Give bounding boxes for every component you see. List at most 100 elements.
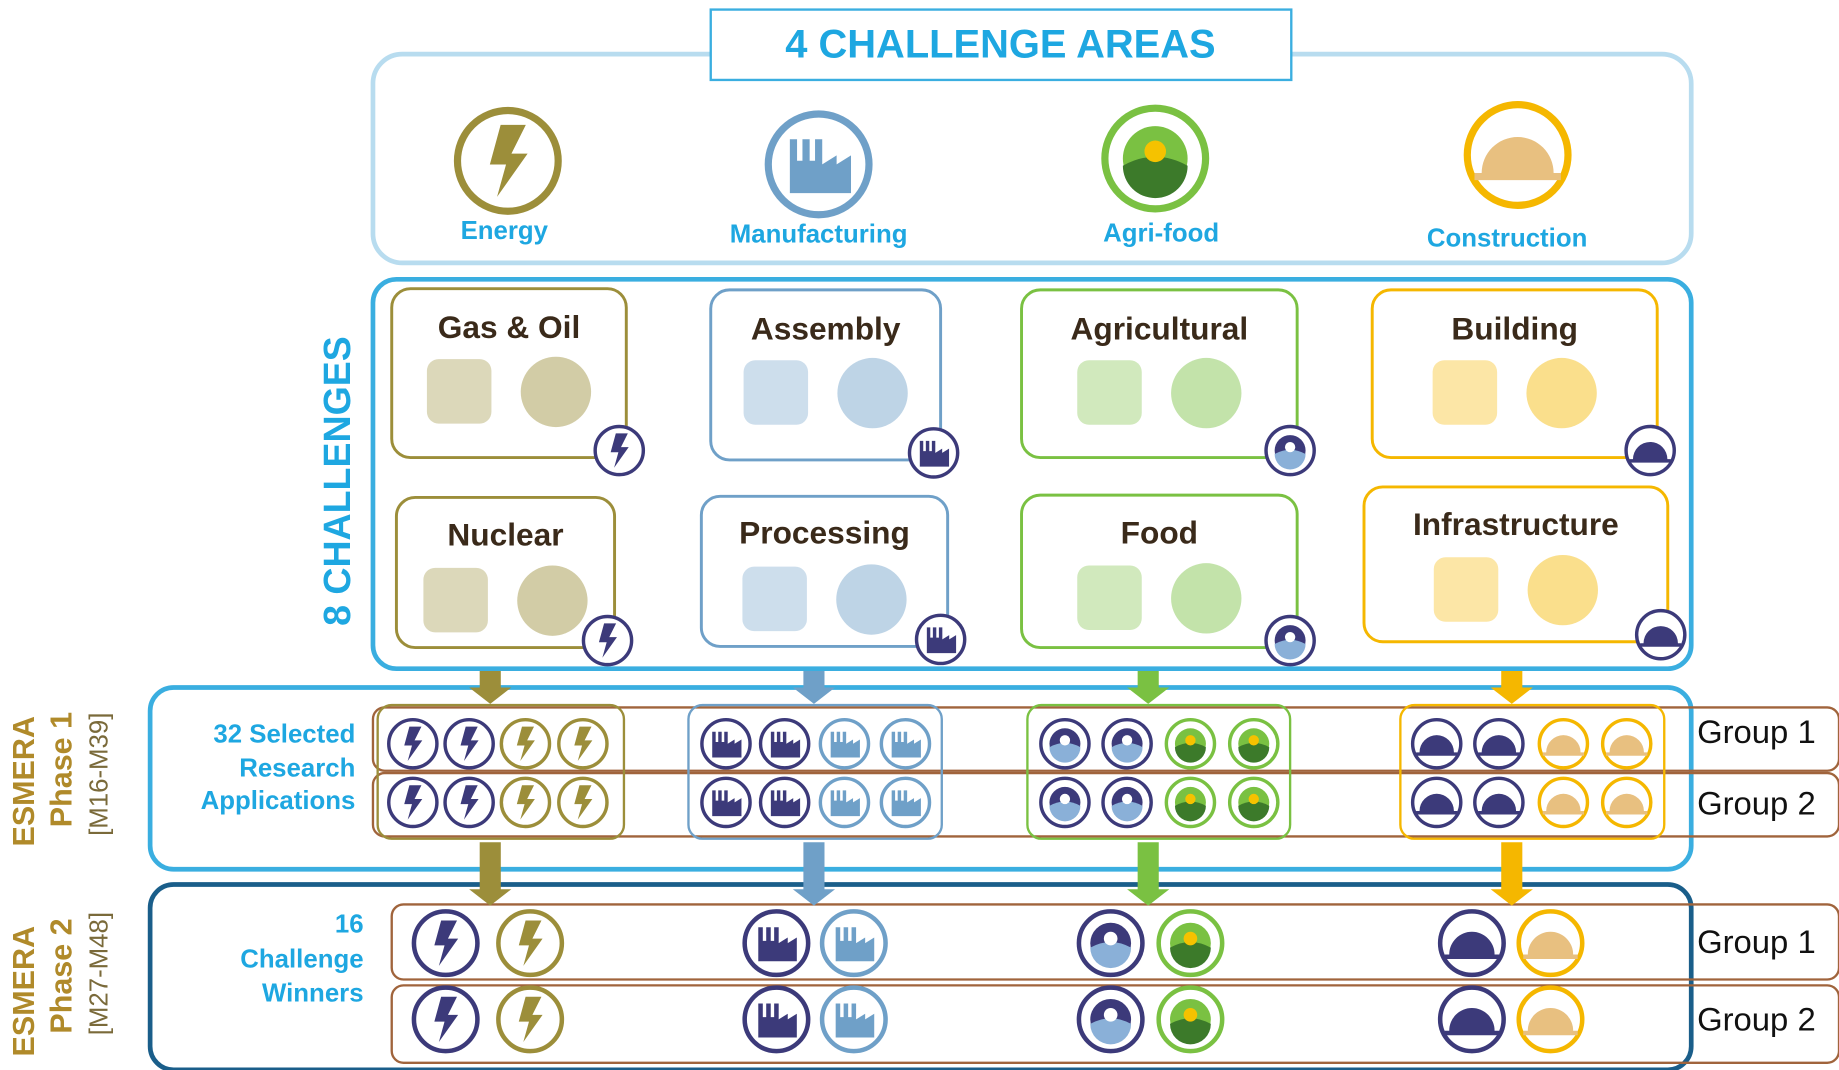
pictogram [1433, 360, 1498, 425]
icon [501, 720, 549, 768]
challenge-title: Building [1451, 310, 1578, 346]
icon [761, 720, 809, 768]
arrow [469, 671, 511, 704]
phase-description: 32 Selected [213, 720, 355, 748]
pictogram [744, 360, 809, 425]
challenge-title: Gas & Oil [438, 309, 581, 345]
icon [1539, 778, 1587, 826]
icon [917, 615, 965, 663]
icon [1603, 720, 1651, 768]
sun-core [1122, 794, 1132, 804]
icon [761, 778, 809, 826]
icon [1266, 426, 1314, 474]
sun-core [1060, 735, 1070, 745]
phase-description: 16 [335, 910, 364, 938]
phase-label: Phase 1 [44, 712, 78, 827]
arrow [469, 842, 511, 905]
group-label: Group 1 [1697, 923, 1816, 960]
arrow [1127, 842, 1169, 905]
icon [822, 988, 885, 1051]
arrow [1127, 671, 1169, 704]
group-label: Group 2 [1697, 785, 1816, 822]
pictogram [1526, 358, 1596, 428]
pictogram [1171, 563, 1241, 633]
icon [1413, 778, 1461, 826]
group-label: Group 2 [1697, 1000, 1816, 1037]
area-label: Manufacturing [730, 221, 908, 249]
icon [1166, 720, 1214, 768]
icon [389, 720, 437, 768]
icon [768, 114, 869, 215]
phase1-frame [150, 687, 1691, 869]
phase-name: ESMERA [7, 926, 41, 1056]
pictogram [423, 568, 488, 633]
icon [702, 720, 750, 768]
icon [1230, 720, 1278, 768]
icon [501, 778, 549, 826]
title: 4 CHALLENGE AREAS [785, 23, 1215, 67]
icon [1519, 988, 1582, 1051]
icon [1626, 426, 1674, 474]
sun-core [1184, 932, 1198, 946]
icon [445, 778, 493, 826]
icon [389, 778, 437, 826]
phase-name: ESMERA [7, 716, 41, 846]
sun-core [1104, 1008, 1118, 1022]
sun-core [1184, 1008, 1198, 1022]
sun-core [1060, 794, 1070, 804]
icon [414, 988, 477, 1051]
icon [445, 720, 493, 768]
icon [820, 778, 868, 826]
pictogram [1434, 557, 1499, 622]
icon [1440, 911, 1503, 974]
sun-core [1285, 632, 1295, 642]
icon [1519, 911, 1582, 974]
arrow [793, 671, 835, 704]
icon [1041, 778, 1089, 826]
icon [498, 911, 561, 974]
icon [881, 720, 929, 768]
arrow [793, 842, 835, 905]
area-label: Agri-food [1103, 220, 1219, 248]
phase-description: Winners [262, 980, 364, 1008]
icon [559, 720, 607, 768]
icon [1105, 108, 1206, 209]
icon [1539, 720, 1587, 768]
icon [702, 778, 750, 826]
phase-description: Challenge [240, 946, 363, 974]
icon [745, 911, 808, 974]
group-label: Group 1 [1697, 713, 1816, 750]
sun-core [1249, 735, 1259, 745]
icon [909, 429, 957, 477]
icon [1079, 988, 1142, 1051]
pictogram [836, 564, 906, 634]
icon [820, 720, 868, 768]
icon [1413, 720, 1461, 768]
icon [559, 778, 607, 826]
sun-core [1249, 794, 1259, 804]
icon [1079, 911, 1142, 974]
pictogram [837, 358, 907, 428]
challenge-title: Processing [739, 514, 910, 550]
icon [1467, 105, 1568, 206]
icon [822, 911, 885, 974]
challenge-title: Nuclear [447, 517, 563, 553]
sun-core [1185, 794, 1195, 804]
phase-label: Phase 2 [44, 918, 78, 1033]
sun-core [1144, 141, 1166, 163]
icon [1440, 988, 1503, 1051]
phase-description: Research [239, 754, 355, 782]
area-label: Energy [461, 217, 549, 245]
icon [1637, 611, 1685, 659]
sun-core [1122, 735, 1132, 745]
icon [414, 911, 477, 974]
icon [1266, 616, 1314, 664]
icon [1475, 778, 1523, 826]
challenges-label: 8 CHALLENGES [316, 336, 358, 626]
icon [583, 616, 631, 664]
challenge-title: Food [1121, 514, 1198, 550]
icon [881, 778, 929, 826]
icon [1166, 778, 1214, 826]
icon [1230, 778, 1278, 826]
pictogram [1171, 358, 1241, 428]
